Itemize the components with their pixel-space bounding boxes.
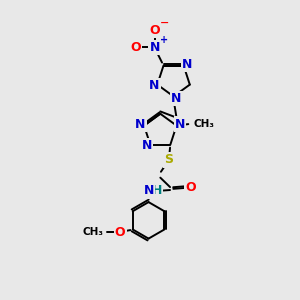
Text: N: N bbox=[142, 139, 152, 152]
Text: N: N bbox=[144, 184, 154, 197]
Text: N: N bbox=[182, 58, 192, 70]
Text: O: O bbox=[149, 24, 160, 37]
Text: O: O bbox=[185, 182, 196, 194]
Text: −: − bbox=[160, 18, 169, 28]
Text: O: O bbox=[115, 226, 125, 239]
Text: N: N bbox=[175, 118, 185, 130]
Text: +: + bbox=[160, 35, 168, 45]
Text: S: S bbox=[164, 154, 173, 166]
Text: H: H bbox=[152, 184, 162, 197]
Text: N: N bbox=[135, 118, 146, 130]
Text: N: N bbox=[149, 41, 160, 54]
Text: O: O bbox=[130, 41, 141, 54]
Text: CH₃: CH₃ bbox=[82, 227, 103, 237]
Text: CH₃: CH₃ bbox=[193, 119, 214, 129]
Text: N: N bbox=[149, 79, 160, 92]
Text: N: N bbox=[171, 92, 182, 105]
